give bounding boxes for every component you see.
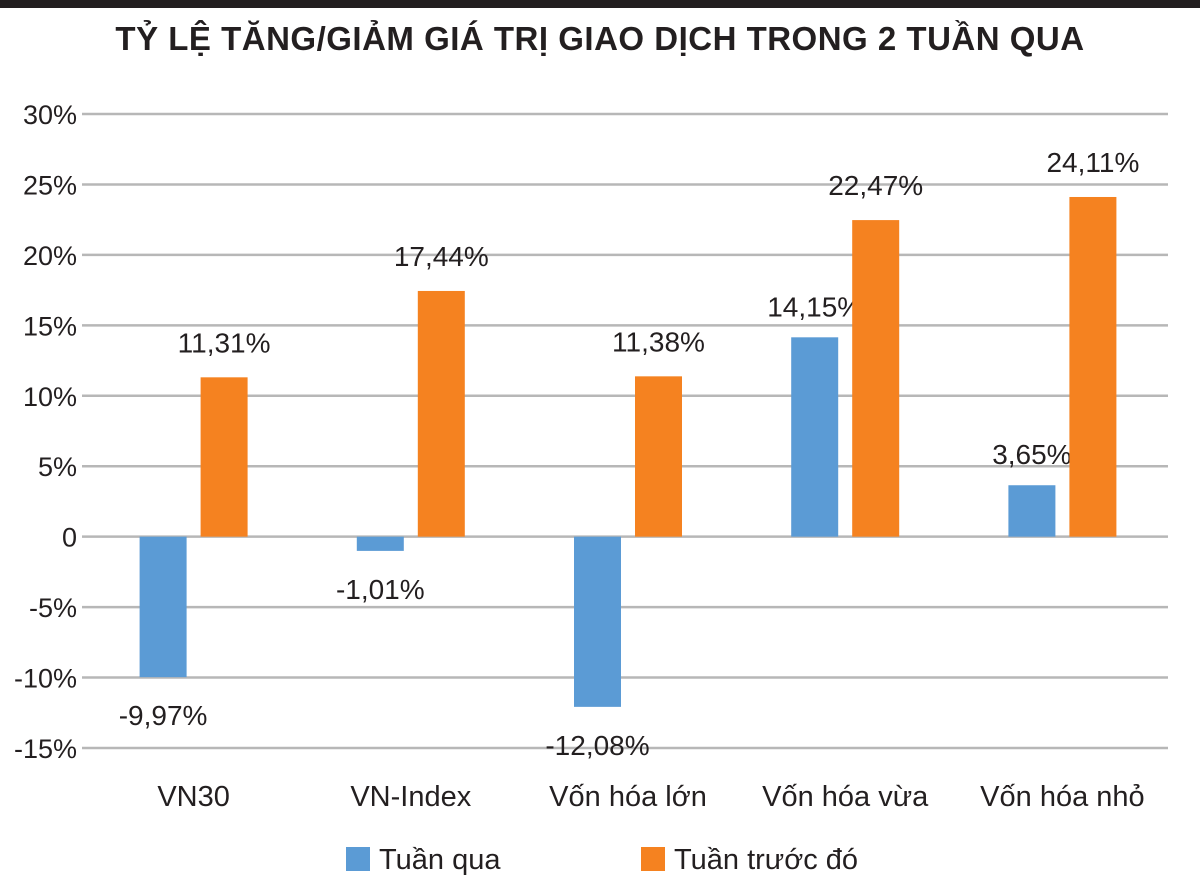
data-label: 24,11% <box>1046 147 1139 178</box>
data-label: 22,47% <box>828 170 923 201</box>
bar <box>1008 485 1056 537</box>
y-tick-label: 20% <box>23 241 77 271</box>
legend-swatch <box>346 847 370 871</box>
data-label: -9,97% <box>119 700 208 731</box>
y-tick-label: -15% <box>14 734 77 764</box>
y-tick-label: -5% <box>29 593 77 623</box>
y-tick-label: 0 <box>62 523 77 553</box>
y-tick-label: 30% <box>23 100 77 130</box>
data-label: -1,01% <box>336 574 425 605</box>
y-tick-label: 25% <box>23 170 77 200</box>
bar <box>200 377 248 537</box>
bar <box>139 536 187 678</box>
category-label: Vốn hóa lớn <box>549 781 707 813</box>
legend-label: Tuần qua <box>379 844 501 876</box>
legend-label: Tuần trước đó <box>674 844 858 876</box>
data-label: 11,31% <box>178 327 271 358</box>
y-tick-label: 15% <box>23 311 77 341</box>
category-label: VN-Index <box>350 781 471 813</box>
y-tick-label: 10% <box>23 382 77 412</box>
data-label: 14,15% <box>767 291 862 322</box>
bar <box>356 536 404 551</box>
bar <box>635 376 682 537</box>
legend-swatch <box>641 847 665 871</box>
data-label: 11,38% <box>612 326 705 357</box>
bar <box>852 220 900 537</box>
bar <box>574 536 621 707</box>
y-tick-label: -10% <box>14 664 77 694</box>
bar <box>417 290 465 537</box>
category-label: Vốn hóa nhỏ <box>980 781 1144 813</box>
bar <box>1069 196 1117 537</box>
chart-title: TỶ LỆ TĂNG/GIẢM GIÁ TRỊ GIAO DỊCH TRONG … <box>115 20 1085 57</box>
bar <box>791 337 839 537</box>
y-tick-label: 5% <box>38 452 77 482</box>
top-rule <box>0 0 1200 8</box>
category-label: Vốn hóa vừa <box>762 781 929 813</box>
category-label: VN30 <box>157 781 230 813</box>
data-label: 3,65% <box>992 439 1071 470</box>
data-label: 17,44% <box>394 241 489 272</box>
data-label: -12,08% <box>545 730 649 761</box>
